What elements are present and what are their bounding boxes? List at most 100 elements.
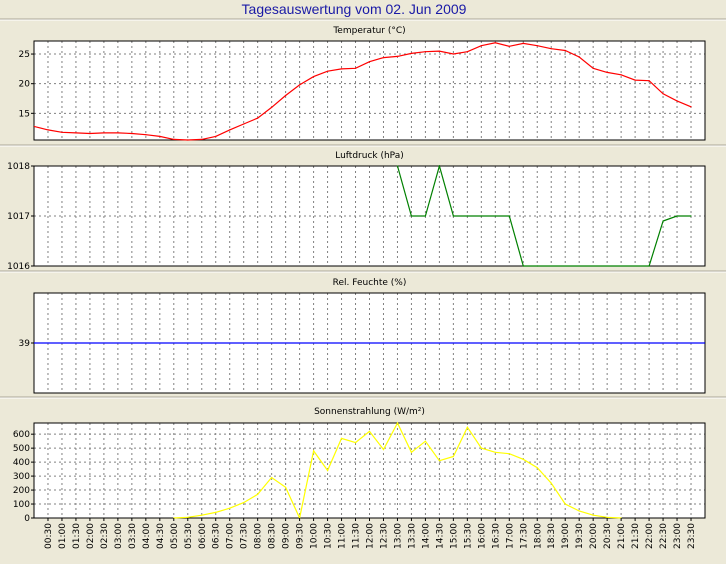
data-point <box>187 139 189 141</box>
y-tick-label: 1018 <box>7 162 30 172</box>
data-point <box>438 165 440 167</box>
data-point <box>117 132 119 134</box>
data-point <box>285 94 287 97</box>
x-tick-label: 09:00 <box>282 523 292 549</box>
data-point <box>564 49 566 52</box>
data-point <box>592 67 594 69</box>
panel-4: Sonnenstrahlung (W/m²) 0 100 200 300 400 500 60… <box>0 396 726 524</box>
data-point <box>606 516 608 518</box>
data-point <box>396 55 399 58</box>
data-point <box>257 493 259 495</box>
data-point <box>187 516 189 518</box>
data-point <box>229 129 231 131</box>
data-point <box>536 467 538 469</box>
y-tick-label: 20 <box>19 80 31 90</box>
data-point <box>466 215 468 217</box>
data-point <box>550 48 552 50</box>
data-point <box>438 50 440 52</box>
x-tick-label: 23:00 <box>673 523 683 549</box>
y-tick-label: 300 <box>13 472 30 482</box>
data-point <box>536 265 538 267</box>
data-point <box>522 265 524 267</box>
data-point <box>61 131 63 133</box>
x-tick-label: 10:30 <box>324 523 334 549</box>
data-point <box>578 56 580 58</box>
x-tick-label: 17:30 <box>519 523 529 549</box>
data-point <box>368 61 371 63</box>
data-point <box>536 45 538 47</box>
x-tick-label: 07:00 <box>226 523 236 549</box>
x-tick-label: 12:30 <box>379 523 389 549</box>
data-point <box>564 503 566 505</box>
panel-title: Sonnenstrahlung (W/m²) <box>314 407 425 417</box>
data-point <box>410 52 412 55</box>
data-point <box>690 215 692 217</box>
panel-title: Rel. Feuchte (%) <box>333 278 407 288</box>
panel-title: Luftdruck (hPa) <box>335 151 404 161</box>
data-point <box>648 80 650 82</box>
data-point <box>89 132 91 135</box>
y-tick-label: 500 <box>13 444 30 454</box>
x-tick-label: 16:30 <box>491 523 501 549</box>
data-point <box>690 106 692 108</box>
x-tick-label: 06:30 <box>212 523 222 549</box>
x-tick-label: 10:00 <box>310 523 320 549</box>
y-tick-label: 15 <box>19 109 30 119</box>
panel-3: Rel. Feuchte (%) 39 <box>0 270 726 394</box>
page-title: Tagesauswertung vom 02. Jun 2009 <box>242 1 467 17</box>
x-tick-label: 11:00 <box>338 523 348 549</box>
data-point <box>313 76 315 78</box>
data-point <box>466 426 468 428</box>
x-tick-label: 18:30 <box>547 523 557 549</box>
data-point <box>131 132 133 135</box>
data-point <box>285 486 287 488</box>
x-tick-label: 08:00 <box>254 523 264 549</box>
data-point <box>662 93 664 95</box>
y-tick-label: 400 <box>13 458 30 468</box>
x-tick-label: 05:30 <box>184 523 194 549</box>
x-tick-label: 06:00 <box>198 523 208 549</box>
x-tick-label: 15:30 <box>463 523 473 549</box>
x-tick-label: 07:30 <box>240 523 250 549</box>
data-point <box>34 125 35 127</box>
data-point <box>424 440 426 442</box>
x-tick-label: 14:30 <box>435 523 445 549</box>
data-point <box>466 51 468 53</box>
plot-frame <box>33 165 706 267</box>
x-tick-label: 05:00 <box>170 523 180 549</box>
data-point <box>215 511 217 513</box>
data-point <box>438 460 440 462</box>
data-point <box>201 514 203 516</box>
y-tick-label: 1016 <box>7 262 30 272</box>
x-tick-label: 03:00 <box>114 523 124 549</box>
x-tick-label: 13:00 <box>393 523 403 549</box>
data-point <box>340 68 343 70</box>
x-tick-label: 12:00 <box>366 523 376 549</box>
data-point <box>410 215 412 217</box>
data-point <box>271 476 273 479</box>
data-point <box>103 132 105 134</box>
data-point <box>313 450 315 452</box>
data-point <box>396 422 399 424</box>
data-point <box>634 79 636 81</box>
x-tick-label: 23:30 <box>687 523 697 549</box>
data-point <box>550 482 552 484</box>
data-point <box>173 138 175 140</box>
x-tick-label: 21:30 <box>631 523 641 549</box>
data-point <box>327 70 329 72</box>
data-point <box>508 45 510 47</box>
data-point <box>662 220 664 222</box>
data-point <box>480 215 482 217</box>
data-point <box>480 447 482 449</box>
series-line <box>34 42 692 141</box>
data-point <box>75 132 77 134</box>
x-tick-label: 08:30 <box>268 523 278 549</box>
plot-area <box>34 41 705 140</box>
x-tick-label: 15:00 <box>449 523 459 549</box>
data-point <box>243 123 245 125</box>
x-tick-label: 21:00 <box>617 523 627 549</box>
y-tick-label: 1017 <box>7 212 30 222</box>
panel-2: Luftdruck (hPa) 1016 1017 1018 <box>0 144 726 272</box>
data-point <box>327 469 329 472</box>
